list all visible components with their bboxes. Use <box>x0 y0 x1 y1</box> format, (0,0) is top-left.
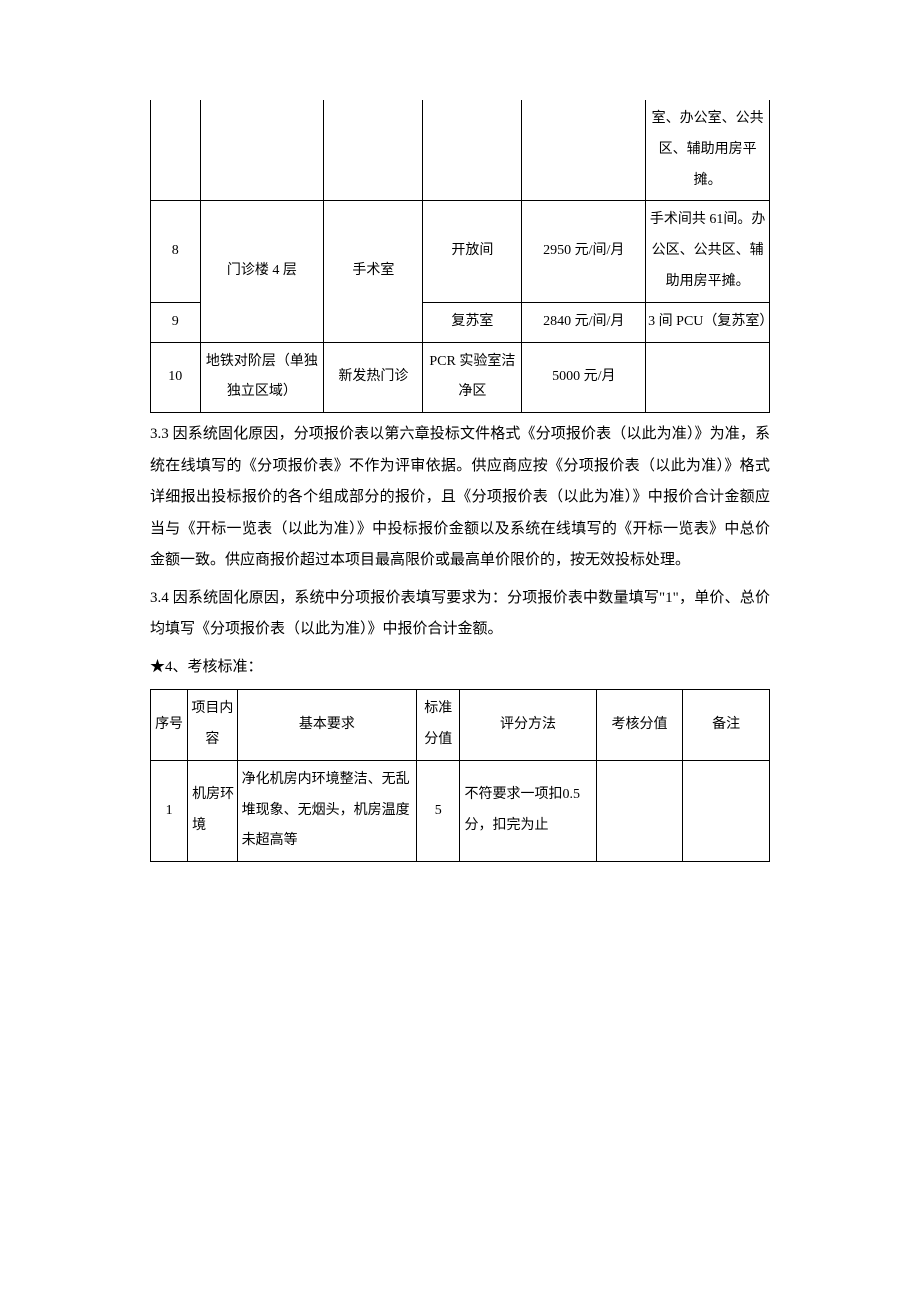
table-row-1: 1 机房环境 净化机房内环境整洁、无乱堆现象、无烟头，机房温度未超高等 5 不符… <box>151 760 770 861</box>
cell-loc <box>200 100 324 201</box>
table-row-7-continued: 室、办公室、公共区、辅助用房平摊。 <box>151 100 770 201</box>
cell-kind <box>423 100 522 201</box>
cell-remark <box>646 342 770 413</box>
cell-remark: 手术间共 61间。办公区、公共区、辅助用房平摊。 <box>646 201 770 302</box>
cell-req: 净化机房内环境整洁、无乱堆现象、无烟头，机房温度未超高等 <box>237 760 417 861</box>
table-header-row: 序号 项目内容 基本要求 标准分值 评分方法 考核分值 备注 <box>151 690 770 761</box>
header-req: 基本要求 <box>237 690 417 761</box>
cell-seq: 1 <box>151 760 188 861</box>
cell-seq <box>151 100 201 201</box>
cell-price: 2840 元/间/月 <box>522 302 646 342</box>
cell-method: 不符要求一项扣0.5 分，扣完为止 <box>460 760 596 861</box>
price-table: 室、办公室、公共区、辅助用房平摊。 8 门诊楼 4 层 手术室 开放间 2950… <box>150 100 770 413</box>
cell-price <box>522 100 646 201</box>
header-item: 项目内容 <box>188 690 238 761</box>
cell-loc: 地铁对阶层（单独独立区域） <box>200 342 324 413</box>
cell-seq: 10 <box>151 342 201 413</box>
header-method: 评分方法 <box>460 690 596 761</box>
cell-loc: 门诊楼 4 层 <box>200 201 324 342</box>
cell-score <box>596 760 683 861</box>
header-score: 考核分值 <box>596 690 683 761</box>
paragraph-3-4: 3.4 因系统固化原因，系统中分项报价表填写要求为：分项报价表中数量填写"1"，… <box>150 583 770 646</box>
cell-item: 机房环境 <box>188 760 238 861</box>
assessment-table: 序号 项目内容 基本要求 标准分值 评分方法 考核分值 备注 1 机房环境 净化… <box>150 689 770 862</box>
cell-dept <box>324 100 423 201</box>
heading-4: ★4、考核标准： <box>150 652 770 684</box>
cell-price: 2950 元/间/月 <box>522 201 646 302</box>
table-row-10: 10 地铁对阶层（单独独立区域） 新发热门诊 PCR 实验室洁净区 5000 元… <box>151 342 770 413</box>
cell-kind: 开放间 <box>423 201 522 302</box>
header-seq: 序号 <box>151 690 188 761</box>
cell-std: 5 <box>417 760 460 861</box>
header-remark: 备注 <box>683 690 770 761</box>
paragraph-3-3: 3.3 因系统固化原因，分项报价表以第六章投标文件格式《分项报价表（以此为准）》… <box>150 419 770 577</box>
cell-remark: 室、办公室、公共区、辅助用房平摊。 <box>646 100 770 201</box>
header-std: 标准分值 <box>417 690 460 761</box>
cell-seq: 9 <box>151 302 201 342</box>
cell-dept: 新发热门诊 <box>324 342 423 413</box>
cell-dept: 手术室 <box>324 201 423 342</box>
cell-kind: PCR 实验室洁净区 <box>423 342 522 413</box>
cell-remark: 3 间 PCU（复苏室） <box>646 302 770 342</box>
cell-remark <box>683 760 770 861</box>
cell-kind: 复苏室 <box>423 302 522 342</box>
cell-price: 5000 元/月 <box>522 342 646 413</box>
table-row-8: 8 门诊楼 4 层 手术室 开放间 2950 元/间/月 手术间共 61间。办公… <box>151 201 770 302</box>
cell-seq: 8 <box>151 201 201 302</box>
